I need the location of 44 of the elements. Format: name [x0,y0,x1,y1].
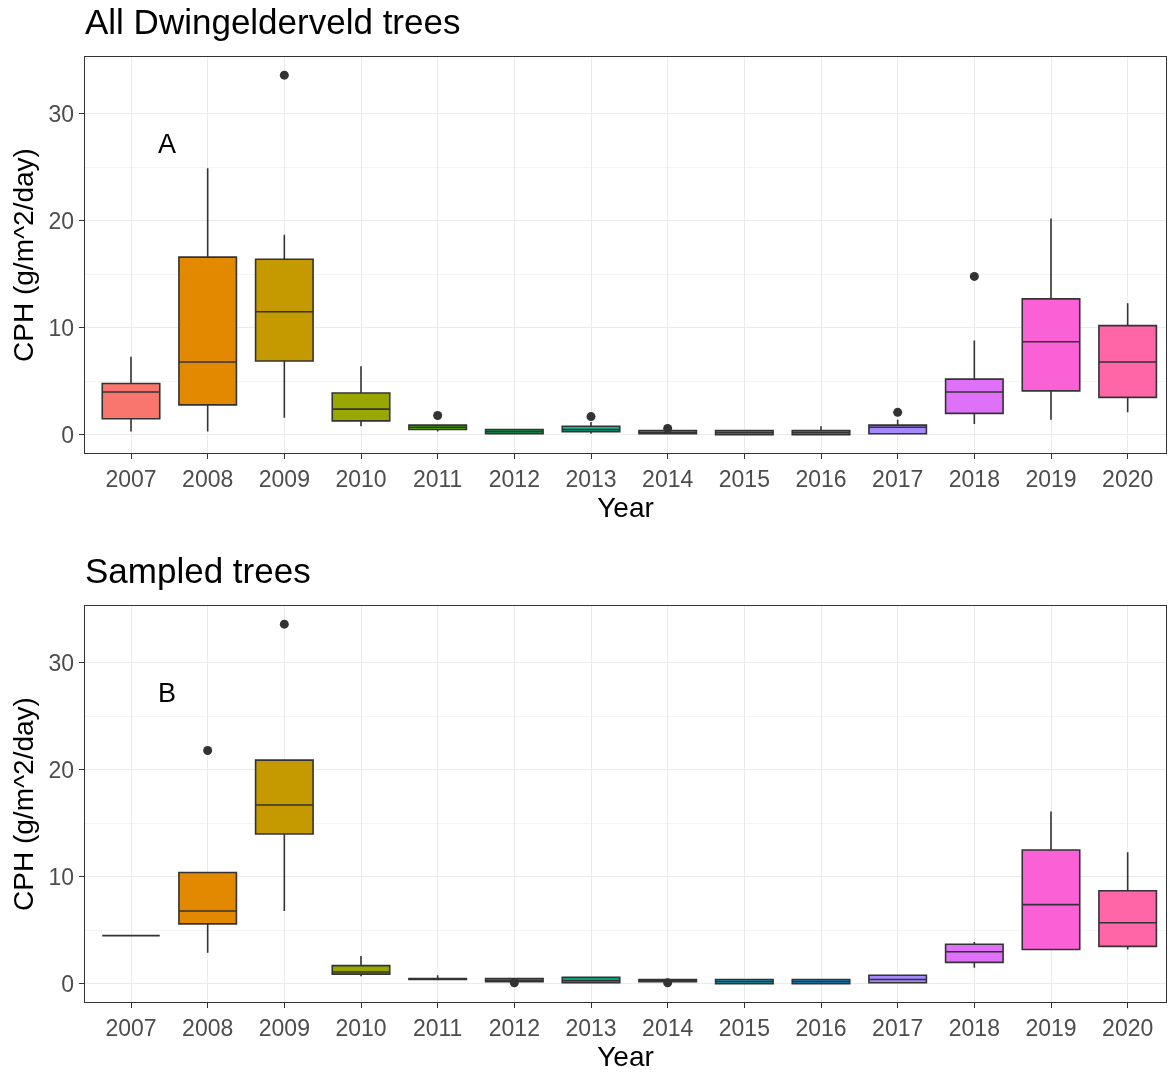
x-tick-label: 2010 [335,465,387,492]
x-tick-label: 2011 [412,1014,463,1041]
annotation: A [158,129,177,159]
y-tick-label: 0 [61,421,75,448]
x-tick-label: 2011 [412,465,463,492]
y-axis-title: CPH (g/m^2/day) [8,697,40,911]
x-tick-label: 2019 [1025,1014,1077,1041]
x-tick-label: 2016 [795,465,847,492]
x-tick-label: 2014 [642,465,694,492]
x-axis-title: Year [597,491,654,523]
x-tick-label: 2007 [105,465,157,492]
x-tick-label: 2014 [642,1014,694,1041]
x-tick-label: 2007 [105,1014,157,1041]
chart-title: Sampled trees [85,551,311,591]
x-tick-label: 2020 [1102,465,1154,492]
x-tick-label: 2020 [1102,1014,1154,1041]
y-tick-label: 20 [48,207,75,234]
x-tick-label: 2008 [182,465,234,492]
x-tick-label: 2009 [258,465,310,492]
x-tick-label: 2012 [488,1014,540,1041]
x-tick-label: 2018 [948,1014,1000,1041]
y-tick-label: 10 [48,863,75,890]
x-tick-label: 2018 [948,465,1000,492]
y-tick-label: 10 [48,314,75,341]
x-tick-label: 2013 [565,1014,617,1041]
x-tick-label: 2010 [335,1014,387,1041]
x-tick-label: 2017 [872,1014,924,1041]
y-tick-label: 0 [61,970,75,997]
y-tick-label: 20 [48,756,75,783]
x-axis-title: Year [597,1040,654,1072]
x-tick-label: 2012 [488,465,540,492]
x-tick-label: 2019 [1025,465,1077,492]
annotation: B [158,678,177,708]
x-tick-label: 2015 [718,1014,770,1041]
y-tick-label: 30 [48,649,75,676]
y-tick-label: 30 [48,100,75,127]
chart-title: All Dwingelderveld trees [85,2,461,42]
x-tick-label: 2013 [565,465,617,492]
x-tick-label: 2009 [258,1014,310,1041]
x-tick-label: 2008 [182,1014,234,1041]
x-tick-label: 2016 [795,1014,847,1041]
x-tick-label: 2015 [718,465,770,492]
y-axis-title: CPH (g/m^2/day) [8,148,40,362]
x-tick-label: 2017 [872,465,924,492]
